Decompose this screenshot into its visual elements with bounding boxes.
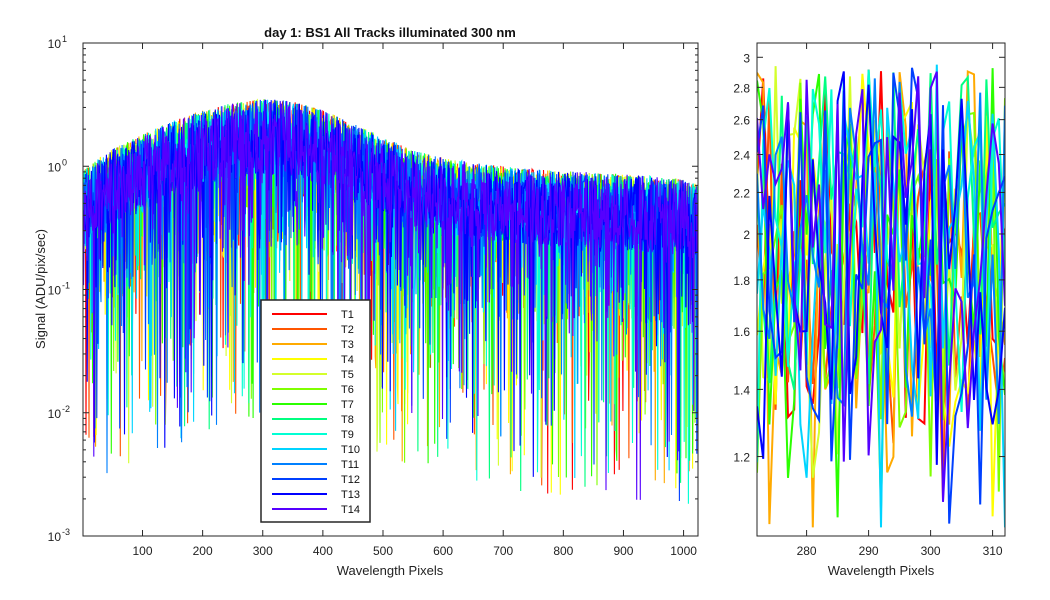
- zoom-x-tick-label: 280: [797, 544, 817, 558]
- zoom-series-group: [757, 64, 1005, 528]
- y-tick-label: 10: [48, 530, 62, 544]
- legend: T1 T2 T3 T4 T5 T6 T7 T8 T9 T10 T11 T12 T13 T14: [260, 299, 371, 523]
- y-tick-label: 10: [48, 37, 62, 51]
- zoom-y-tick-label: 2: [743, 228, 750, 242]
- y-tick-exponent: -1: [62, 281, 70, 291]
- y-tick-label: 10: [48, 160, 62, 174]
- legend-label-t2: T2: [341, 324, 354, 336]
- legend-label-t4: T4: [341, 354, 354, 366]
- series-line-t14: [83, 100, 698, 500]
- x-tick-label: 200: [193, 544, 213, 558]
- zoom-y-tick-label: 1.8: [733, 274, 750, 288]
- chart-title: day 1: BS1 All Tracks illuminated 300 nm: [264, 25, 516, 40]
- x-tick-label: 300: [253, 544, 273, 558]
- legend-label-t14: T14: [341, 504, 360, 516]
- x-tick-label: 900: [613, 544, 633, 558]
- zoom-y-tick-label: 2.2: [733, 186, 750, 200]
- main-x-axis-label: Wavelength Pixels: [337, 563, 444, 578]
- zoom-x-tick-label: 310: [983, 544, 1003, 558]
- legend-label-t13: T13: [341, 489, 360, 501]
- y-tick-label: 10: [48, 407, 62, 421]
- legend-label-t8: T8: [341, 414, 354, 426]
- legend-label-t5: T5: [341, 369, 354, 381]
- zoom-y-tick-label: 2.8: [733, 81, 750, 95]
- zoom-x-axis-label: Wavelength Pixels: [828, 563, 935, 578]
- zoom-plot: 280 290 300 310 1.2 1.4 1.6 1.8 2 2.2 2.4 2.6 2.8 3 W…: [733, 42, 1006, 578]
- x-tick-label: 100: [133, 544, 153, 558]
- zoom-x-tick-label: 290: [859, 544, 879, 558]
- x-tick-label: 800: [553, 544, 573, 558]
- x-tick-label: 400: [313, 544, 333, 558]
- zoom-series-line-t14: [757, 71, 1005, 502]
- zoom-series-line-t8: [757, 72, 1005, 407]
- legend-label-t12: T12: [341, 474, 360, 486]
- zoom-y-tick-label: 2.6: [733, 114, 750, 128]
- x-tick-label: 500: [373, 544, 393, 558]
- x-tick-label: 1000: [670, 544, 697, 558]
- zoom-series-line-t12: [757, 67, 1005, 524]
- y-tick-exponent: -3: [62, 527, 70, 537]
- zoom-y-tick-label: 2.4: [733, 149, 750, 163]
- y-tick-label: 10: [48, 284, 62, 298]
- legend-label-t10: T10: [341, 444, 360, 456]
- main-series-group: [83, 98, 698, 504]
- legend-box: [260, 299, 371, 523]
- y-tick-exponent: -2: [62, 404, 70, 414]
- zoom-y-tick-label: 1.2: [733, 451, 750, 465]
- legend-label-t3: T3: [341, 339, 354, 351]
- zoom-y-tick-label: 3: [743, 51, 750, 65]
- y-tick-exponent: 0: [62, 157, 67, 167]
- legend-label-t9: T9: [341, 429, 354, 441]
- legend-label-t1: T1: [341, 309, 354, 321]
- zoom-ticks: 280 290 300 310 1.2 1.4 1.6 1.8 2 2.2 2.4 2.6 2.8 3: [733, 43, 1005, 558]
- zoom-y-tick-label: 1.4: [733, 383, 750, 397]
- zoom-series-line-t11: [757, 78, 1005, 425]
- legend-label-t7: T7: [341, 399, 354, 411]
- legend-label-t6: T6: [341, 384, 354, 396]
- x-tick-label: 700: [493, 544, 513, 558]
- zoom-x-tick-label: 300: [921, 544, 941, 558]
- main-y-axis-label: Signal (ADU/pix/sec): [33, 229, 48, 349]
- y-tick-exponent: 1: [62, 34, 67, 44]
- zoom-y-tick-label: 1.6: [733, 325, 750, 339]
- x-tick-label: 600: [433, 544, 453, 558]
- legend-label-t11: T11: [341, 459, 359, 471]
- zoom-plot-frame: [756, 42, 1006, 537]
